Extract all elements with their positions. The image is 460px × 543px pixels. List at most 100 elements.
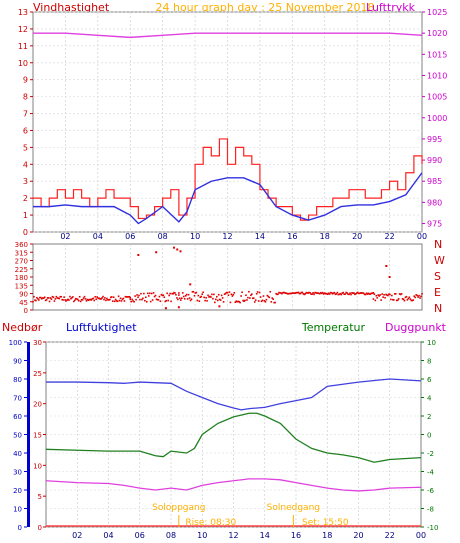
time-tick-label: 06 [125,232,135,241]
wind-direction-tick-label: 225 [15,266,28,274]
time-tick-label: 10 [190,232,200,241]
wind-direction-point [76,298,79,301]
wind-direction-point [79,300,82,303]
precip-tick-label: 30 [13,469,22,477]
wind-direction-point [67,298,69,301]
wind-direction-point [244,299,246,302]
wind-direction-point [71,296,73,299]
wind-direction-point [179,250,182,253]
wind-direction-tick-label: 180 [15,274,28,282]
wind-direction-point [302,293,305,295]
wind-direction-point [303,293,306,296]
wind-direction-point [174,292,176,294]
wind-direction-point [239,301,241,304]
wind-direction-point [341,292,344,294]
precip-tick-label: 100 [9,339,22,347]
wind-direction-point [69,295,71,298]
time-tick-label: 10 [197,531,207,540]
time-tick-label: 18 [320,232,330,241]
wind-speed-axis-title: Vindhastighet [33,1,110,14]
wind-direction-point [291,292,294,294]
wind-direction-point [91,298,94,300]
pressure-line [33,32,423,39]
sunset-time-label: Set: 15:50 [302,518,349,528]
compass-label-n-top: N [434,238,442,251]
wind-direction-point [219,299,222,301]
temperature-tick-label: -6 [427,487,435,495]
wind-direction-point [316,292,318,295]
pressure-axis-title: Lufttrykk [366,1,416,14]
wind-direction-point [288,292,291,295]
temperature-tick-label: 4 [427,395,432,403]
wind-direction-point [251,297,254,300]
humidity-tick-label: 25 [33,370,42,378]
wind-direction-point [394,293,397,295]
wind-speed-tick-label: 2 [23,194,28,203]
wind-direction-point [125,296,128,298]
wind-direction-point [296,291,299,294]
wind-direction-point [129,296,132,299]
precip-axis-title: Nedbør [2,321,43,334]
wind-direction-points [32,246,423,310]
wind-direction-point [178,294,180,296]
wind-direction-point [281,292,283,295]
wind-pressure-series [33,32,423,225]
wind-direction-point [127,296,130,298]
wind-direction-point [260,300,263,303]
humidity-tick-label: 30 [33,339,42,347]
wind-direction-point [222,301,225,303]
wind-direction-point [223,293,226,295]
wind-direction-point [391,294,393,297]
temperature-tick-label: -4 [427,469,435,477]
wind-direction-point [97,297,99,300]
temp-humidity-series [45,378,422,527]
wind-direction-point [419,297,421,299]
wind-direction-point [392,299,395,301]
wind-direction-point [143,292,145,295]
wind-direction-point [74,297,77,300]
time-tick-label: 20 [352,232,362,241]
wind-direction-point [376,297,379,299]
precip-axis-ticks: 0 10 20 30 40 50 60 70 80 90 100 [9,339,27,532]
wind-direction-point [414,296,416,299]
wind-direction-point [40,297,43,300]
wind-direction-point [257,300,260,302]
wind-direction-point [197,294,200,297]
wind-direction-point [386,294,388,296]
wind-direction-point [138,294,140,297]
wind-direction-point [115,300,118,302]
wind-direction-point [286,293,289,295]
time-tick-label: 02 [60,232,70,241]
wind-direction-point [203,296,205,299]
wind-direction-point [395,299,398,302]
temperature-tick-label: 0 [427,432,431,440]
wind-direction-point [208,296,210,298]
wind-direction-point [156,298,159,301]
wind-direction-point [109,298,111,301]
wind-direction-point [347,293,349,296]
humidity-axis-ticks: 0 5 10 15 20 25 30 [33,339,46,532]
wind-direction-point [282,291,284,294]
time-tick-label: 22 [384,232,394,241]
wind-direction-point [39,296,42,299]
wind-direction-point [253,301,256,303]
wind-direction-point [235,300,238,302]
wind-direction-point [371,292,374,295]
precip-tick-label: 40 [13,450,22,458]
wind-direction-point [301,291,304,294]
wind-direction-point [85,300,88,302]
wind-direction-point [221,297,224,299]
wind-direction-point [307,292,310,294]
wind-direction-point [287,292,290,295]
wind-direction-point [81,299,84,301]
temperature-tick-label: 6 [427,376,432,384]
wind-direction-point [404,296,407,299]
pressure-tick-label: 995 [427,135,442,144]
wind-direction-point [346,292,348,294]
wind-direction-point [126,296,129,298]
wind-direction-point [285,292,287,294]
wind-direction-point [283,291,285,294]
wind-direction-point [355,293,357,295]
wind-direction-point [321,292,323,295]
